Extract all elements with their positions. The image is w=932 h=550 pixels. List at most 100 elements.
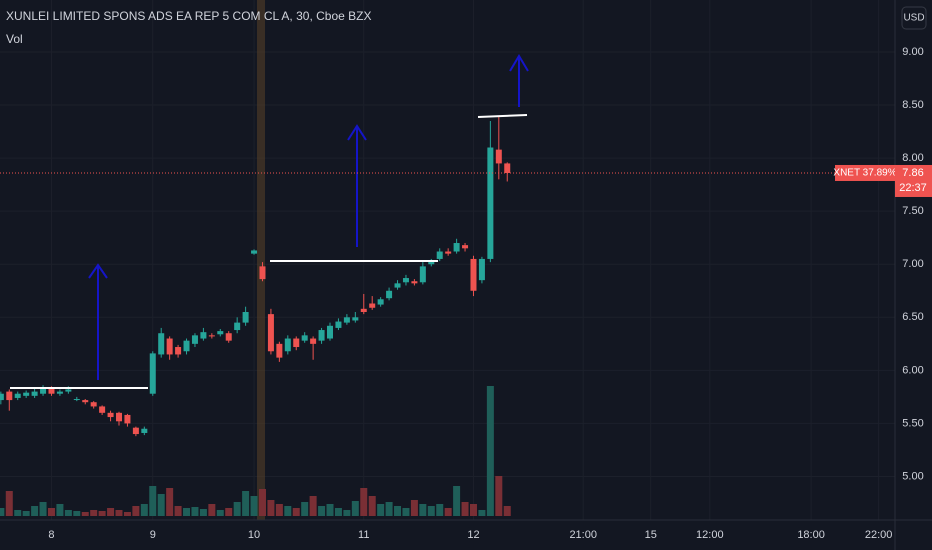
volume-bar xyxy=(309,496,317,516)
candle-body xyxy=(166,338,173,355)
volume-bar xyxy=(394,506,402,516)
candle-body xyxy=(411,281,418,284)
volume-bar xyxy=(242,491,250,516)
countdown: 22:37 xyxy=(899,182,927,194)
candle-body xyxy=(470,258,477,291)
volume-bar xyxy=(444,508,452,516)
candle-body xyxy=(132,427,139,435)
candle-body xyxy=(225,333,232,341)
volume-bar xyxy=(5,491,13,516)
candle-body xyxy=(242,312,249,323)
candle-body xyxy=(343,317,350,323)
candle-body xyxy=(318,330,325,341)
volume-bar xyxy=(73,511,81,516)
arrow xyxy=(509,54,529,107)
arrow xyxy=(347,124,367,247)
candle-body xyxy=(141,428,148,433)
volume-bar xyxy=(90,510,98,516)
price-tag-box xyxy=(895,164,932,197)
candle-body xyxy=(208,335,215,337)
candle-body xyxy=(73,399,80,401)
candle-body xyxy=(487,147,494,259)
candle-body xyxy=(259,266,266,280)
volume-bar xyxy=(267,500,275,516)
volume-bar xyxy=(258,489,266,516)
x-tick-label: 15 xyxy=(645,529,657,541)
candle-body xyxy=(386,290,393,299)
candle-body xyxy=(200,332,207,339)
currency[interactable]: USD xyxy=(903,13,924,24)
candle-body xyxy=(352,317,359,321)
volume-label: Vol xyxy=(6,32,23,46)
candle-body xyxy=(360,308,367,312)
candle-body xyxy=(402,278,409,283)
candle-body xyxy=(107,412,114,418)
volume-bar xyxy=(343,510,351,516)
candle-body xyxy=(234,322,241,331)
x-tick-label: 11 xyxy=(358,529,369,541)
candle-body xyxy=(14,393,21,398)
arrow xyxy=(88,263,108,380)
volume-bar xyxy=(64,510,72,516)
candle-body xyxy=(462,245,469,249)
candle-body xyxy=(116,412,123,422)
candle-body xyxy=(377,299,384,305)
volume-bar xyxy=(402,508,410,516)
y-tick-label: 7.00 xyxy=(902,258,923,270)
volume-bar xyxy=(199,509,207,516)
candle-body xyxy=(267,314,274,352)
volume-bar xyxy=(360,488,368,516)
volume-bar xyxy=(410,500,418,516)
volume-bar xyxy=(495,476,503,516)
last-price: 7.86 xyxy=(902,167,923,179)
volume-bar xyxy=(427,506,435,516)
candle-body xyxy=(65,389,72,392)
volume-bar xyxy=(123,512,131,516)
volume-bar xyxy=(47,508,55,516)
candle-body xyxy=(99,406,106,413)
volume-bar xyxy=(326,504,334,516)
symbol-tag-box xyxy=(835,164,895,181)
volume-bar xyxy=(301,502,309,516)
volume-bar xyxy=(275,504,283,516)
candle-body xyxy=(504,163,511,173)
candle-body xyxy=(293,338,300,348)
candles xyxy=(0,115,511,437)
candle-body xyxy=(48,387,55,394)
candle-body xyxy=(158,333,165,355)
volume-bar xyxy=(183,508,191,516)
candle-body xyxy=(6,391,13,401)
volume-bar xyxy=(461,502,469,516)
candle-body xyxy=(175,347,182,355)
currency-button[interactable] xyxy=(901,6,927,30)
volume-bar xyxy=(107,508,115,516)
candle-body xyxy=(301,335,308,341)
candle-body xyxy=(90,402,97,407)
candle-body xyxy=(56,391,63,394)
x-tick-label: 12 xyxy=(467,529,479,541)
volume-bar xyxy=(225,508,233,516)
volume-bar xyxy=(174,506,182,516)
volume-bar xyxy=(81,512,89,516)
volume-bar xyxy=(98,511,106,516)
x-tick-label: 8 xyxy=(48,529,54,541)
last-price-tag: XNET 37.89% 7.86 22:37 xyxy=(0,164,932,197)
candle-body xyxy=(0,393,4,401)
candle-body xyxy=(183,340,190,352)
x-tick-label: 12:00 xyxy=(696,529,724,541)
candle-body xyxy=(445,251,452,254)
volume-bar xyxy=(132,506,140,516)
y-tick-label: 8.50 xyxy=(902,99,923,111)
volume-pane xyxy=(0,386,511,516)
candle-body xyxy=(251,250,258,254)
volume-bar xyxy=(39,502,47,516)
y-tick-label: 6.00 xyxy=(902,364,923,376)
volume-bar xyxy=(166,488,174,516)
volume-bar xyxy=(368,496,376,516)
volume-bar xyxy=(157,494,165,516)
drawings xyxy=(10,54,529,389)
candle-body xyxy=(191,335,198,344)
